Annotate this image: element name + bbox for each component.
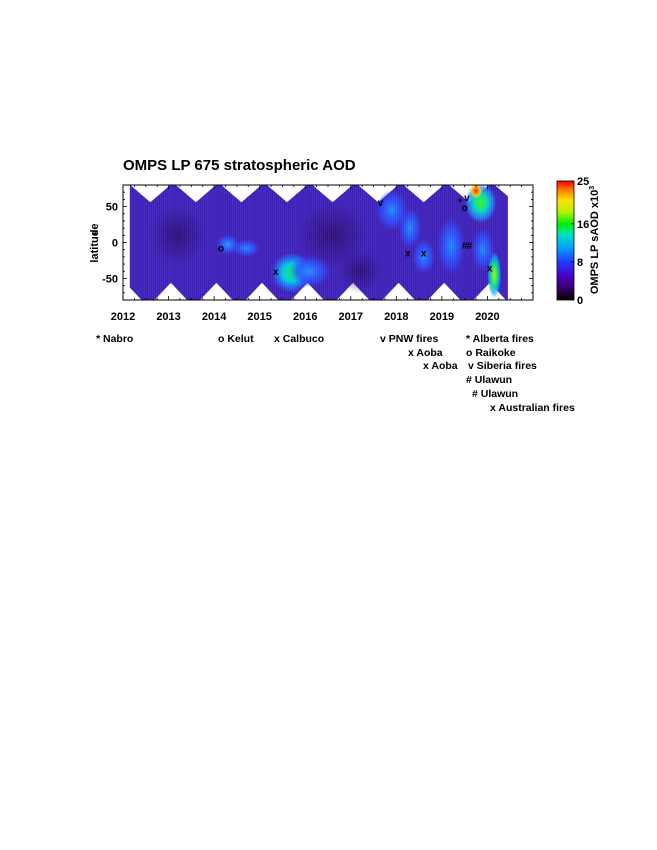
aerosol-feature — [412, 239, 436, 275]
colorbar-label-exponent: 3 — [589, 186, 596, 190]
legend-entry: o Raikoke — [466, 347, 516, 359]
colorbar-tick-label: 16 — [577, 219, 589, 231]
plot-area: 2012 2013 2014 2015 2016 2017 2018 2019 2020 -50… — [102, 184, 534, 323]
orbit-stripes — [129, 185, 508, 300]
aerosol-feature — [337, 249, 383, 293]
event-marker: v — [464, 193, 470, 204]
aerosol-feature — [232, 239, 260, 257]
x-tick-label: 2015 — [247, 311, 271, 323]
colorbar-tick-label: 0 — [577, 295, 583, 307]
legend-entry: o Kelut — [218, 333, 254, 345]
aerosol-feature — [470, 185, 482, 198]
legend-entry: x Aoba — [423, 360, 458, 372]
event-marker: o — [462, 203, 468, 214]
colorbar-tick-label: 8 — [577, 257, 583, 269]
colorbar: 0 8 16 25 OMPS LP sAOD x103 — [556, 176, 601, 307]
event-marker: x — [421, 248, 427, 259]
y-tick-label: 50 — [106, 202, 118, 214]
legend-entry: x Australian fires — [490, 402, 575, 414]
aerosol-feature — [437, 217, 465, 275]
aerosol-feature — [296, 202, 369, 268]
legend-entry: # Ulawun — [466, 374, 512, 386]
legend-entry: x Calbuco — [274, 333, 324, 345]
legend-entry: * Alberta fires — [466, 333, 534, 345]
event-marker: x — [487, 263, 493, 274]
event-marker: # — [462, 241, 468, 252]
y-axis-label: latitude — [89, 223, 101, 262]
x-tick-label: 2012 — [111, 311, 135, 323]
colorbar-ticks: 0 8 16 25 — [571, 176, 589, 307]
x-axis: 2012 2013 2014 2015 2016 2017 2018 2019 2020 — [111, 185, 534, 323]
event-marker: o — [218, 243, 224, 254]
x-tick-label: 2019 — [430, 311, 454, 323]
legend-entry: v PNW fires — [380, 333, 439, 345]
x-tick-label: 2013 — [156, 311, 180, 323]
chart-title: OMPS LP 675 stratospheric AOD — [123, 157, 356, 174]
event-marker: v — [378, 198, 384, 209]
x-tick-label: 2020 — [475, 311, 499, 323]
x-tick-label: 2018 — [384, 311, 408, 323]
aerosol-feature — [289, 255, 331, 288]
event-legend: * Nabro o Kelut x Calbuco v PNW fires * Albe… — [96, 333, 575, 414]
event-marker: x — [405, 248, 411, 259]
colorbar-tick-label: 25 — [577, 176, 589, 188]
y-tick-label: -50 — [102, 273, 118, 285]
aerosol-feature — [398, 208, 422, 249]
colorbar-label: OMPS LP sAOD x103 — [589, 186, 601, 294]
event-marker: x — [273, 267, 279, 278]
legend-entry: v Siberia fires — [468, 360, 537, 372]
colorbar-label-text: OMPS LP sAOD x10 — [589, 190, 601, 294]
x-tick-label: 2016 — [293, 311, 317, 323]
aerosol-feature — [471, 228, 495, 272]
y-tick-label: 0 — [112, 238, 118, 250]
legend-entry: * Nabro — [96, 333, 133, 345]
event-marker: # — [466, 241, 472, 252]
colorbar-ramp — [556, 180, 575, 301]
legend-entry: # Ulawun — [472, 388, 518, 400]
y-axis: -50 0 50 — [102, 184, 533, 294]
aerosol-features — [150, 185, 502, 298]
x-tick-label: 2014 — [202, 311, 227, 323]
y-axis-label-asterisk: * — [93, 230, 98, 242]
aerosol-feature — [150, 206, 206, 265]
x-tick-label: 2017 — [339, 311, 363, 323]
event-marker: * — [458, 197, 462, 208]
legend-entry: x Aoba — [408, 347, 443, 359]
